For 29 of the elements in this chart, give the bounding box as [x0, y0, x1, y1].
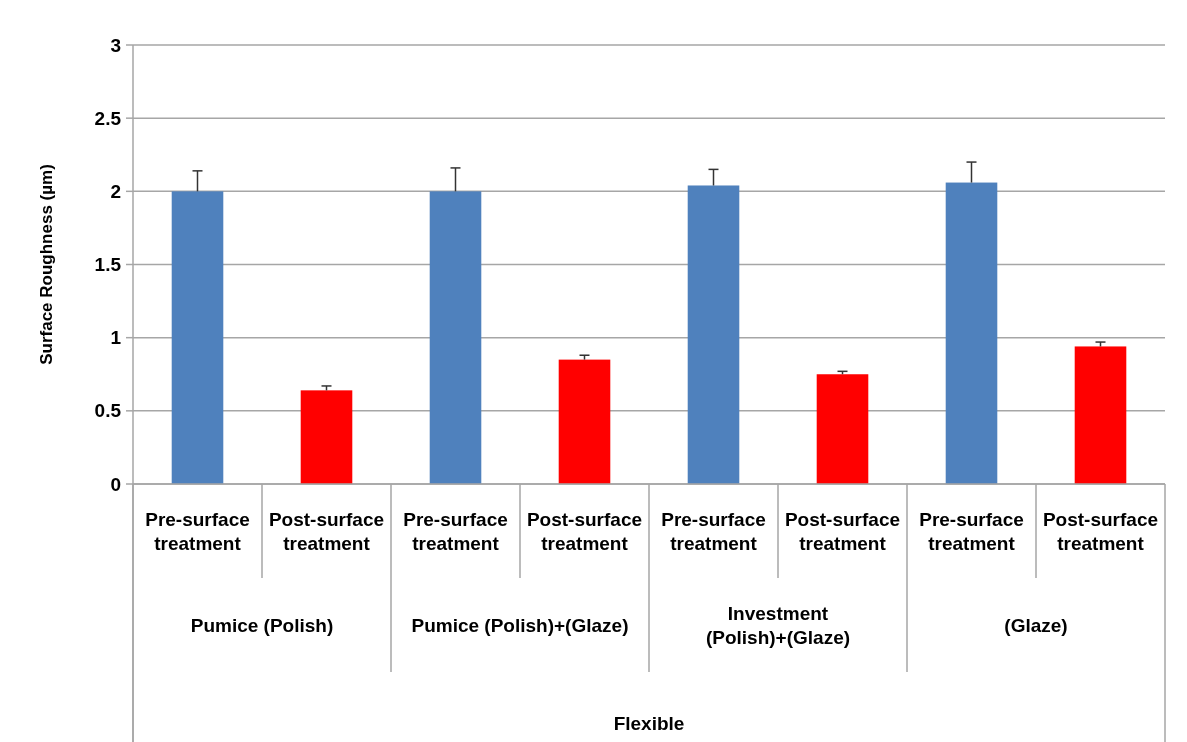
- x-tick-label: Pre-surface treatment: [661, 508, 766, 554]
- bar: [171, 191, 224, 484]
- bar: [558, 359, 611, 484]
- y-tick-label: 2: [110, 180, 121, 202]
- x-tick-label: Post-surface treatment: [268, 508, 385, 554]
- bar: [945, 182, 998, 484]
- bar: [429, 191, 482, 484]
- text: Investment (Polish)+(Glaze): [705, 602, 851, 648]
- x-tick-label: Pre-surface treatment: [145, 508, 250, 554]
- y-tick-label: 2.5: [94, 107, 122, 129]
- y-tick-label: 0: [110, 473, 121, 495]
- y-tick-label: 1: [110, 327, 122, 349]
- text: Flexible: [613, 713, 685, 735]
- bar: [816, 374, 869, 484]
- x-tick-label: Post-surface treatment: [1042, 508, 1159, 554]
- x-tick-label: Pre-surface treatment: [919, 508, 1024, 554]
- x-tick-label: Post-surface treatment: [784, 508, 901, 554]
- y-tick-label: 1.5: [94, 254, 122, 276]
- y-tick-label: 3: [110, 34, 121, 56]
- text: (Glaze): [1004, 614, 1068, 636]
- x-tick-label: Post-surface treatment: [526, 508, 643, 554]
- text: Pumice (Polish)+(Glaze): [411, 614, 629, 636]
- y-axis-title: Surface Roughness (µm): [37, 164, 56, 365]
- bar: [687, 185, 740, 484]
- bar: [300, 390, 353, 484]
- text: Pumice (Polish): [190, 614, 334, 636]
- y-tick-label: 0.5: [94, 400, 122, 422]
- x-tick-label: Pre-surface treatment: [403, 508, 508, 554]
- bar: [1074, 346, 1127, 484]
